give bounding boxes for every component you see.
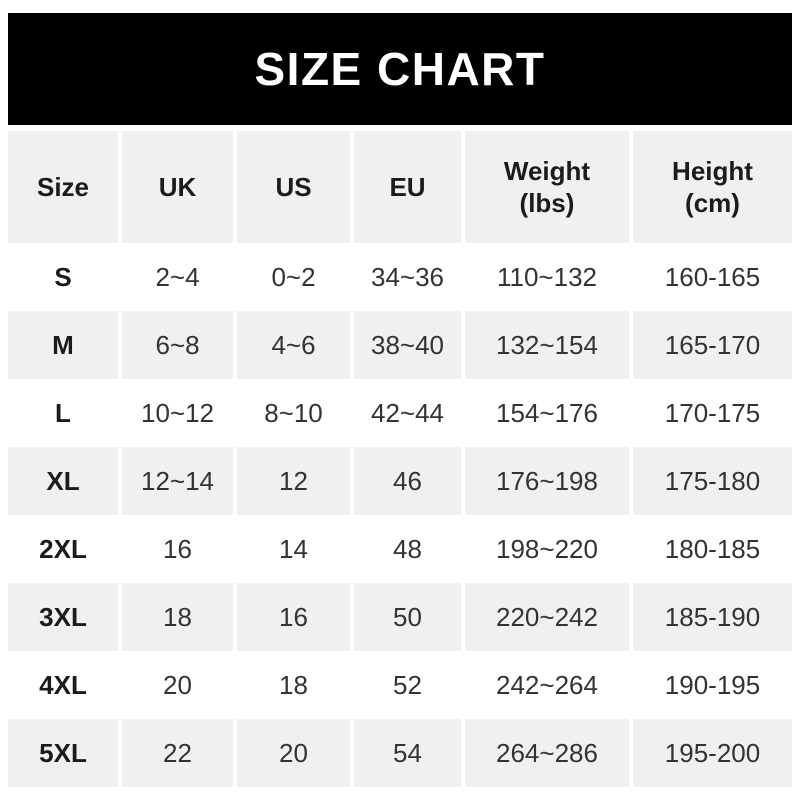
weight-cell: 132~154 [465, 311, 629, 379]
height-cell: 165-170 [633, 311, 792, 379]
eu-cell: 46 [354, 447, 461, 515]
uk-cell: 10~12 [140, 397, 215, 428]
header-cell-us: US [237, 131, 350, 243]
size-cell: 2XL [39, 533, 87, 564]
table-row-5xl: 5XL 22 20 54 264~286 195-200 [8, 719, 792, 787]
weight-cell: 242~264 [496, 669, 598, 700]
header-label: UK [158, 171, 197, 202]
us-cell: 12 [237, 447, 350, 515]
table-row-2xl: 2XL 16 14 48 198~220 180-185 [8, 515, 792, 583]
us-cell: 0~2 [271, 261, 316, 292]
size-cell: XL [8, 447, 118, 515]
header-label: US [275, 171, 312, 202]
table-row-s: S 2~4 0~2 34~36 110~132 160-165 [8, 243, 792, 311]
us-cell: 18 [279, 669, 308, 700]
us-cell: 20 [237, 719, 350, 787]
weight-cell: 176~198 [465, 447, 629, 515]
header-label: Height [672, 155, 753, 186]
height-cell: 190-195 [664, 669, 761, 700]
size-cell: M [8, 311, 118, 379]
size-cell: 4XL [39, 669, 87, 700]
us-cell: 16 [237, 583, 350, 651]
uk-cell: 18 [122, 583, 233, 651]
header-sublabel: (lbs) [519, 188, 575, 218]
us-cell: 4~6 [237, 311, 350, 379]
weight-cell: 154~176 [496, 397, 598, 428]
header-label: Size [36, 171, 90, 202]
header-label: Weight [503, 155, 591, 186]
header-cell-eu: EU [354, 131, 461, 243]
header-cell-height: Height (cm) [633, 131, 792, 243]
header-sublabel: (cm) [685, 188, 740, 218]
header-cell-size: Size [8, 131, 118, 243]
uk-cell: 22 [122, 719, 233, 787]
height-cell: 160-165 [664, 261, 761, 292]
eu-cell: 34~36 [370, 261, 445, 292]
eu-cell: 42~44 [370, 397, 445, 428]
size-table: Size UK US EU Weight (lbs) Height (cm) [8, 131, 792, 787]
weight-cell: 220~242 [465, 583, 629, 651]
weight-cell: 198~220 [496, 533, 598, 564]
eu-cell: 52 [393, 669, 422, 700]
page-title: SIZE CHART [254, 43, 546, 95]
height-cell: 185-190 [633, 583, 792, 651]
height-cell: 175-180 [633, 447, 792, 515]
table-row-xl: XL 12~14 12 46 176~198 175-180 [8, 447, 792, 515]
size-cell: S [54, 261, 72, 292]
eu-cell: 48 [393, 533, 422, 564]
table-row-m: M 6~8 4~6 38~40 132~154 165-170 [8, 311, 792, 379]
us-cell: 14 [279, 533, 308, 564]
header-cell-weight: Weight (lbs) [465, 131, 629, 243]
uk-cell: 16 [163, 533, 192, 564]
weight-cell: 110~132 [496, 261, 597, 292]
uk-cell: 2~4 [155, 261, 200, 292]
us-cell: 8~10 [264, 397, 323, 428]
table-row-4xl: 4XL 20 18 52 242~264 190-195 [8, 651, 792, 719]
size-cell: L [55, 397, 71, 428]
header-label: EU [389, 171, 426, 202]
table-header-row: Size UK US EU Weight (lbs) Height (cm) [8, 131, 792, 243]
eu-cell: 38~40 [354, 311, 461, 379]
eu-cell: 50 [354, 583, 461, 651]
weight-cell: 264~286 [465, 719, 629, 787]
size-cell: 5XL [8, 719, 118, 787]
table-row-3xl: 3XL 18 16 50 220~242 185-190 [8, 583, 792, 651]
title-banner: SIZE CHART [8, 13, 792, 125]
size-cell: 3XL [8, 583, 118, 651]
height-cell: 180-185 [664, 533, 761, 564]
eu-cell: 54 [354, 719, 461, 787]
uk-cell: 6~8 [122, 311, 233, 379]
height-cell: 195-200 [633, 719, 792, 787]
table-row-l: L 10~12 8~10 42~44 154~176 170-175 [8, 379, 792, 447]
uk-cell: 20 [163, 669, 192, 700]
header-cell-uk: UK [122, 131, 233, 243]
uk-cell: 12~14 [122, 447, 233, 515]
height-cell: 170-175 [664, 397, 761, 428]
